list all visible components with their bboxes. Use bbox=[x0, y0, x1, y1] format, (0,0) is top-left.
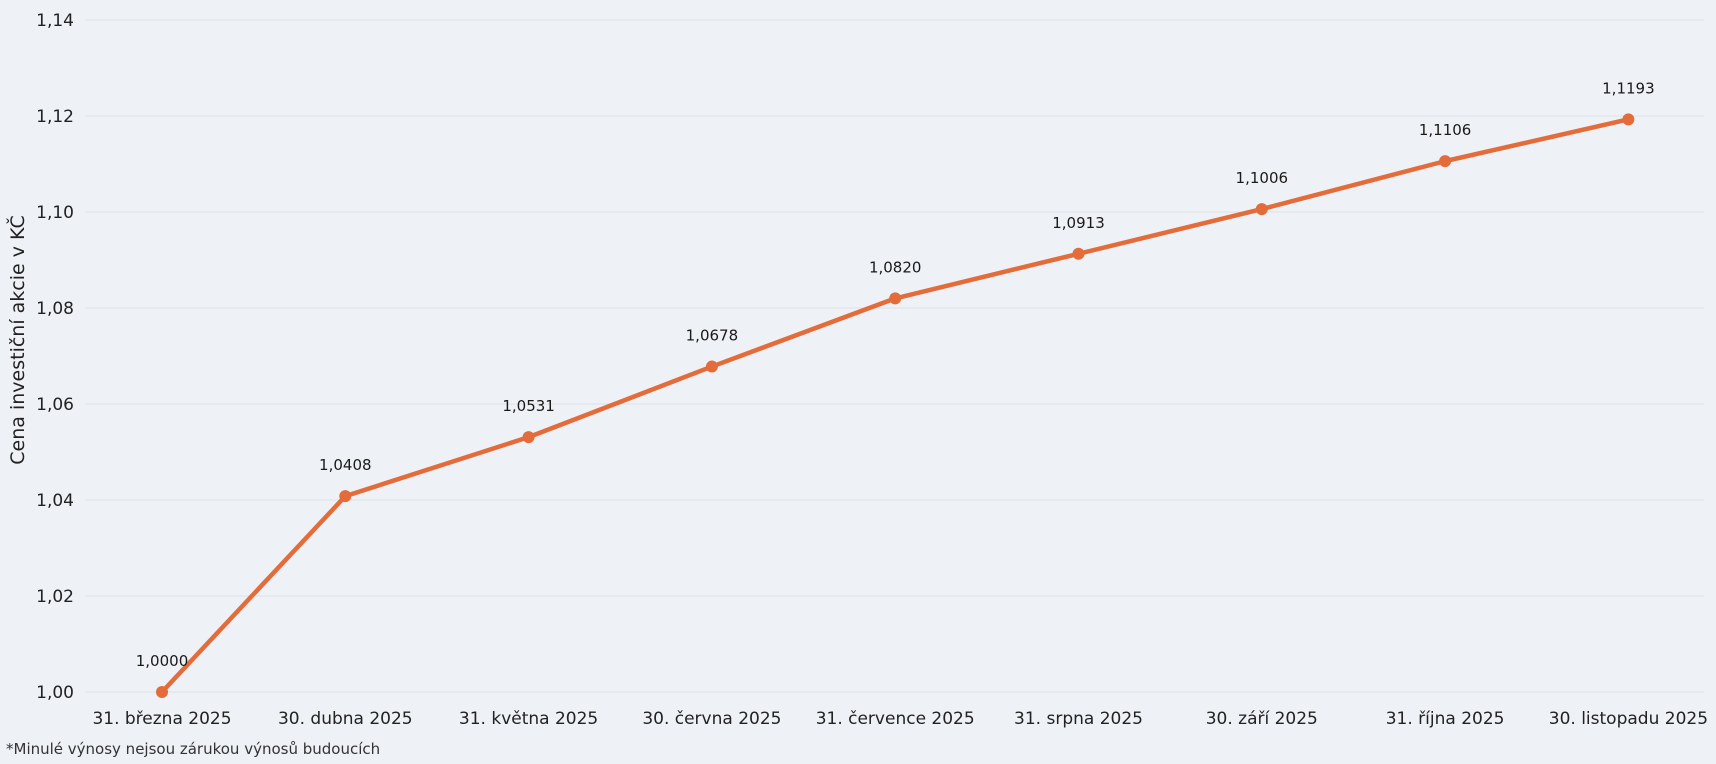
x-tick-label: 31. května 2025 bbox=[459, 709, 598, 729]
data-point bbox=[522, 431, 535, 444]
x-axis-ticks: 31. března 2025 30. dubna 2025 31. května … bbox=[92, 709, 1708, 729]
data-point bbox=[889, 292, 902, 305]
data-point bbox=[1622, 113, 1635, 126]
data-label: 1,1006 bbox=[1236, 169, 1289, 187]
data-points bbox=[156, 113, 1635, 698]
footnote: *Minulé výnosy nejsou zárukou výnosů bud… bbox=[6, 740, 381, 758]
y-tick-label: 1,10 bbox=[36, 203, 74, 223]
x-tick-label: 30. června 2025 bbox=[642, 709, 781, 729]
data-point bbox=[156, 686, 168, 698]
y-tick-label: 1,02 bbox=[36, 587, 74, 607]
data-label: 1,0408 bbox=[319, 456, 372, 474]
x-tick-label: 31. října 2025 bbox=[1386, 709, 1505, 729]
x-tick-label: 31. srpna 2025 bbox=[1014, 709, 1143, 729]
data-labels: 1,0000 1,0408 1,0531 1,0678 1,0820 1,0913 1,10… bbox=[136, 79, 1655, 670]
data-point bbox=[1255, 203, 1268, 216]
x-tick-label: 30. září 2025 bbox=[1206, 709, 1318, 729]
data-point bbox=[705, 360, 718, 373]
y-tick-label: 1,14 bbox=[36, 11, 74, 31]
series-line bbox=[159, 117, 1631, 695]
data-label: 1,0531 bbox=[502, 397, 555, 415]
data-label: 1,1106 bbox=[1419, 121, 1472, 139]
data-label: 1,0913 bbox=[1052, 214, 1105, 232]
y-tick-label: 1,08 bbox=[36, 299, 74, 319]
data-label: 1,0678 bbox=[686, 327, 739, 345]
x-tick-label: 30. listopadu 2025 bbox=[1549, 709, 1708, 729]
data-label: 1,1193 bbox=[1602, 79, 1655, 97]
y-axis-ticks: 1,00 1,02 1,04 1,06 1,08 1,10 1,12 1,14 bbox=[36, 11, 74, 703]
series-line-group bbox=[159, 117, 1631, 695]
x-tick-label: 31. července 2025 bbox=[816, 709, 975, 729]
y-tick-label: 1,06 bbox=[36, 395, 74, 415]
data-point bbox=[339, 490, 352, 503]
data-label: 1,0820 bbox=[869, 258, 922, 276]
gridlines bbox=[86, 19, 1704, 693]
y-tick-label: 1,04 bbox=[36, 491, 74, 511]
y-tick-label: 1,12 bbox=[36, 107, 74, 127]
data-label: 1,0000 bbox=[136, 652, 189, 670]
x-tick-label: 30. dubna 2025 bbox=[278, 709, 413, 729]
y-tick-label: 1,00 bbox=[36, 683, 74, 703]
data-point bbox=[1072, 247, 1085, 260]
y-axis-label: Cena investiční akcie v KČ bbox=[5, 215, 29, 464]
data-point bbox=[1439, 155, 1452, 168]
x-tick-label: 31. března 2025 bbox=[92, 709, 231, 729]
